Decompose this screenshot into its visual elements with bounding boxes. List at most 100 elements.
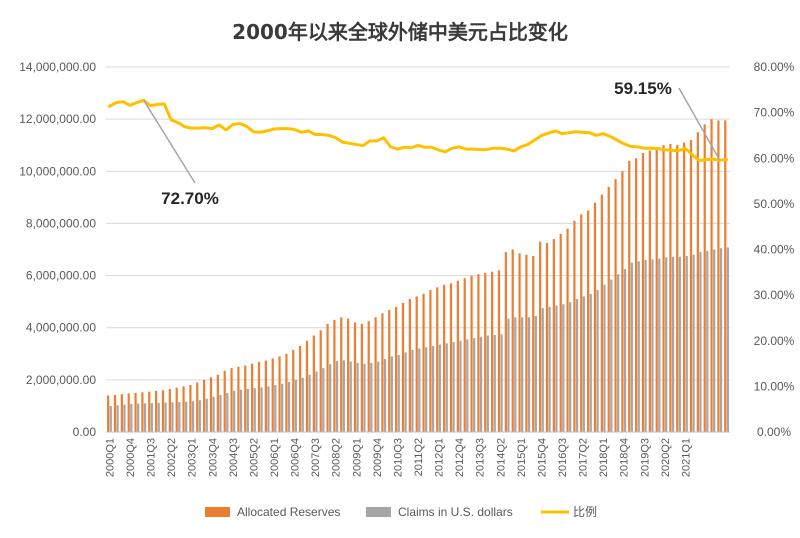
bar-claims-usd <box>541 308 544 432</box>
bar-claims-usd <box>692 254 695 432</box>
x-tick-label: 2001Q3 <box>146 438 158 477</box>
left-axis: 0.00 2,000,000.00 4,000,000.00 6,000,000.00… <box>19 60 96 439</box>
x-tick-label: 2002Q2 <box>166 438 178 477</box>
bar-claims-usd <box>671 256 675 432</box>
bar-claims-usd <box>109 405 112 432</box>
x-tick-label: 2008Q2 <box>331 438 343 477</box>
bar-claims-usd <box>678 256 681 432</box>
bar-claims-usd <box>527 317 531 432</box>
bar-claims-usd <box>665 257 668 432</box>
bar-claims-usd <box>699 252 702 432</box>
x-tick-label: 2003Q4 <box>207 438 219 477</box>
bar-allocated-reserves <box>278 356 281 432</box>
bar-claims-usd <box>377 361 380 432</box>
bar-claims-usd <box>383 359 387 432</box>
bar-claims-usd <box>308 374 311 432</box>
allocated-reserves-bars <box>107 119 727 433</box>
bar-allocated-reserves <box>367 321 370 432</box>
x-tick-label: 2004Q3 <box>228 438 240 477</box>
bar-claims-usd <box>246 388 249 432</box>
x-tick-label: 2021Q1 <box>680 438 692 477</box>
bar-claims-usd <box>267 386 270 432</box>
bar-allocated-reserves <box>683 142 686 432</box>
bar-claims-usd <box>287 381 291 432</box>
left-axis-tick-label: 0.00 <box>73 425 97 439</box>
bar-allocated-reserves <box>635 158 638 432</box>
bar-claims-usd <box>651 259 654 432</box>
bar-allocated-reserves <box>662 145 665 432</box>
legend-swatch <box>205 507 230 517</box>
bar-allocated-reserves <box>299 345 302 432</box>
x-tick-label: 2007Q3 <box>310 438 322 477</box>
bar-claims-usd <box>281 383 284 432</box>
x-tick-label: 2006Q1 <box>269 438 281 477</box>
bar-claims-usd <box>493 335 496 432</box>
bar-claims-usd <box>500 334 503 432</box>
right-axis-tick-label: 40.00% <box>754 243 795 257</box>
bar-claims-usd <box>315 371 318 432</box>
bar-claims-usd <box>226 392 229 432</box>
bar-claims-usd <box>706 250 709 432</box>
bar-claims-usd <box>329 364 332 432</box>
legend-label: Claims in U.S. dollars <box>398 505 513 519</box>
bar-allocated-reserves <box>340 317 343 432</box>
bar-claims-usd <box>198 400 201 432</box>
bar-allocated-reserves <box>641 153 645 433</box>
bar-allocated-reserves <box>230 368 233 432</box>
bar-allocated-reserves <box>203 379 206 432</box>
bar-allocated-reserves <box>333 319 336 432</box>
bar-claims-usd <box>466 339 469 432</box>
bar-claims-usd <box>253 388 256 432</box>
bar-allocated-reserves <box>436 287 439 432</box>
bar-allocated-reserves <box>532 256 535 432</box>
bar-allocated-reserves <box>305 340 309 432</box>
bar-allocated-reserves <box>504 252 507 432</box>
x-tick-label: 2017Q2 <box>578 438 590 477</box>
x-tick-label: 2000Q4 <box>125 438 137 477</box>
bar-allocated-reserves <box>470 275 473 432</box>
bar-claims-usd <box>623 269 627 432</box>
bar-allocated-reserves <box>395 306 398 432</box>
bar-claims-usd <box>596 289 599 432</box>
bar-allocated-reserves <box>312 335 315 432</box>
bar-claims-usd <box>617 274 620 432</box>
bar-allocated-reserves <box>401 302 405 432</box>
bar-allocated-reserves <box>696 132 699 432</box>
bar-claims-usd <box>630 262 633 432</box>
bar-allocated-reserves <box>251 363 254 432</box>
bar-allocated-reserves <box>347 318 350 432</box>
bar-claims-usd <box>349 361 352 432</box>
bar-claims-usd <box>514 317 517 432</box>
bar-allocated-reserves <box>237 366 240 432</box>
bar-allocated-reserves <box>360 323 363 432</box>
right-axis-tick-label: 70.00% <box>754 106 795 120</box>
bar-allocated-reserves <box>161 390 165 432</box>
bar-claims-usd <box>589 293 592 432</box>
x-tick-label: 2018Q4 <box>619 438 631 477</box>
bar-allocated-reserves <box>429 289 432 432</box>
bar-claims-usd <box>521 317 524 432</box>
left-axis-tick-label: 10,000,000.00 <box>19 164 96 178</box>
bar-claims-usd <box>164 402 167 432</box>
bar-allocated-reserves <box>463 278 466 432</box>
right-axis-tick-label: 80.00% <box>754 60 795 74</box>
right-axis: 0.00% 10.00% 20.00% 30.00% 40.00% 50.00% 60.00… <box>754 60 795 439</box>
bar-allocated-reserves <box>292 349 295 432</box>
bar-allocated-reserves <box>607 186 610 432</box>
bar-allocated-reserves <box>326 323 329 432</box>
bar-allocated-reserves <box>223 370 226 432</box>
bar-claims-usd <box>603 284 606 432</box>
x-tick-label: 2011Q2 <box>413 438 425 476</box>
bar-allocated-reserves <box>703 124 706 432</box>
bar-allocated-reserves <box>477 274 480 432</box>
bar-claims-usd <box>473 338 476 432</box>
bar-allocated-reserves <box>127 393 130 432</box>
x-tick-label: 2020Q2 <box>660 438 672 477</box>
bar-claims-usd <box>445 343 448 432</box>
bar-allocated-reserves <box>257 362 261 432</box>
left-axis-tick-label: 8,000,000.00 <box>26 216 96 230</box>
left-axis-tick-label: 6,000,000.00 <box>26 269 96 283</box>
bar-allocated-reserves <box>449 283 453 432</box>
bar-allocated-reserves <box>408 299 411 432</box>
